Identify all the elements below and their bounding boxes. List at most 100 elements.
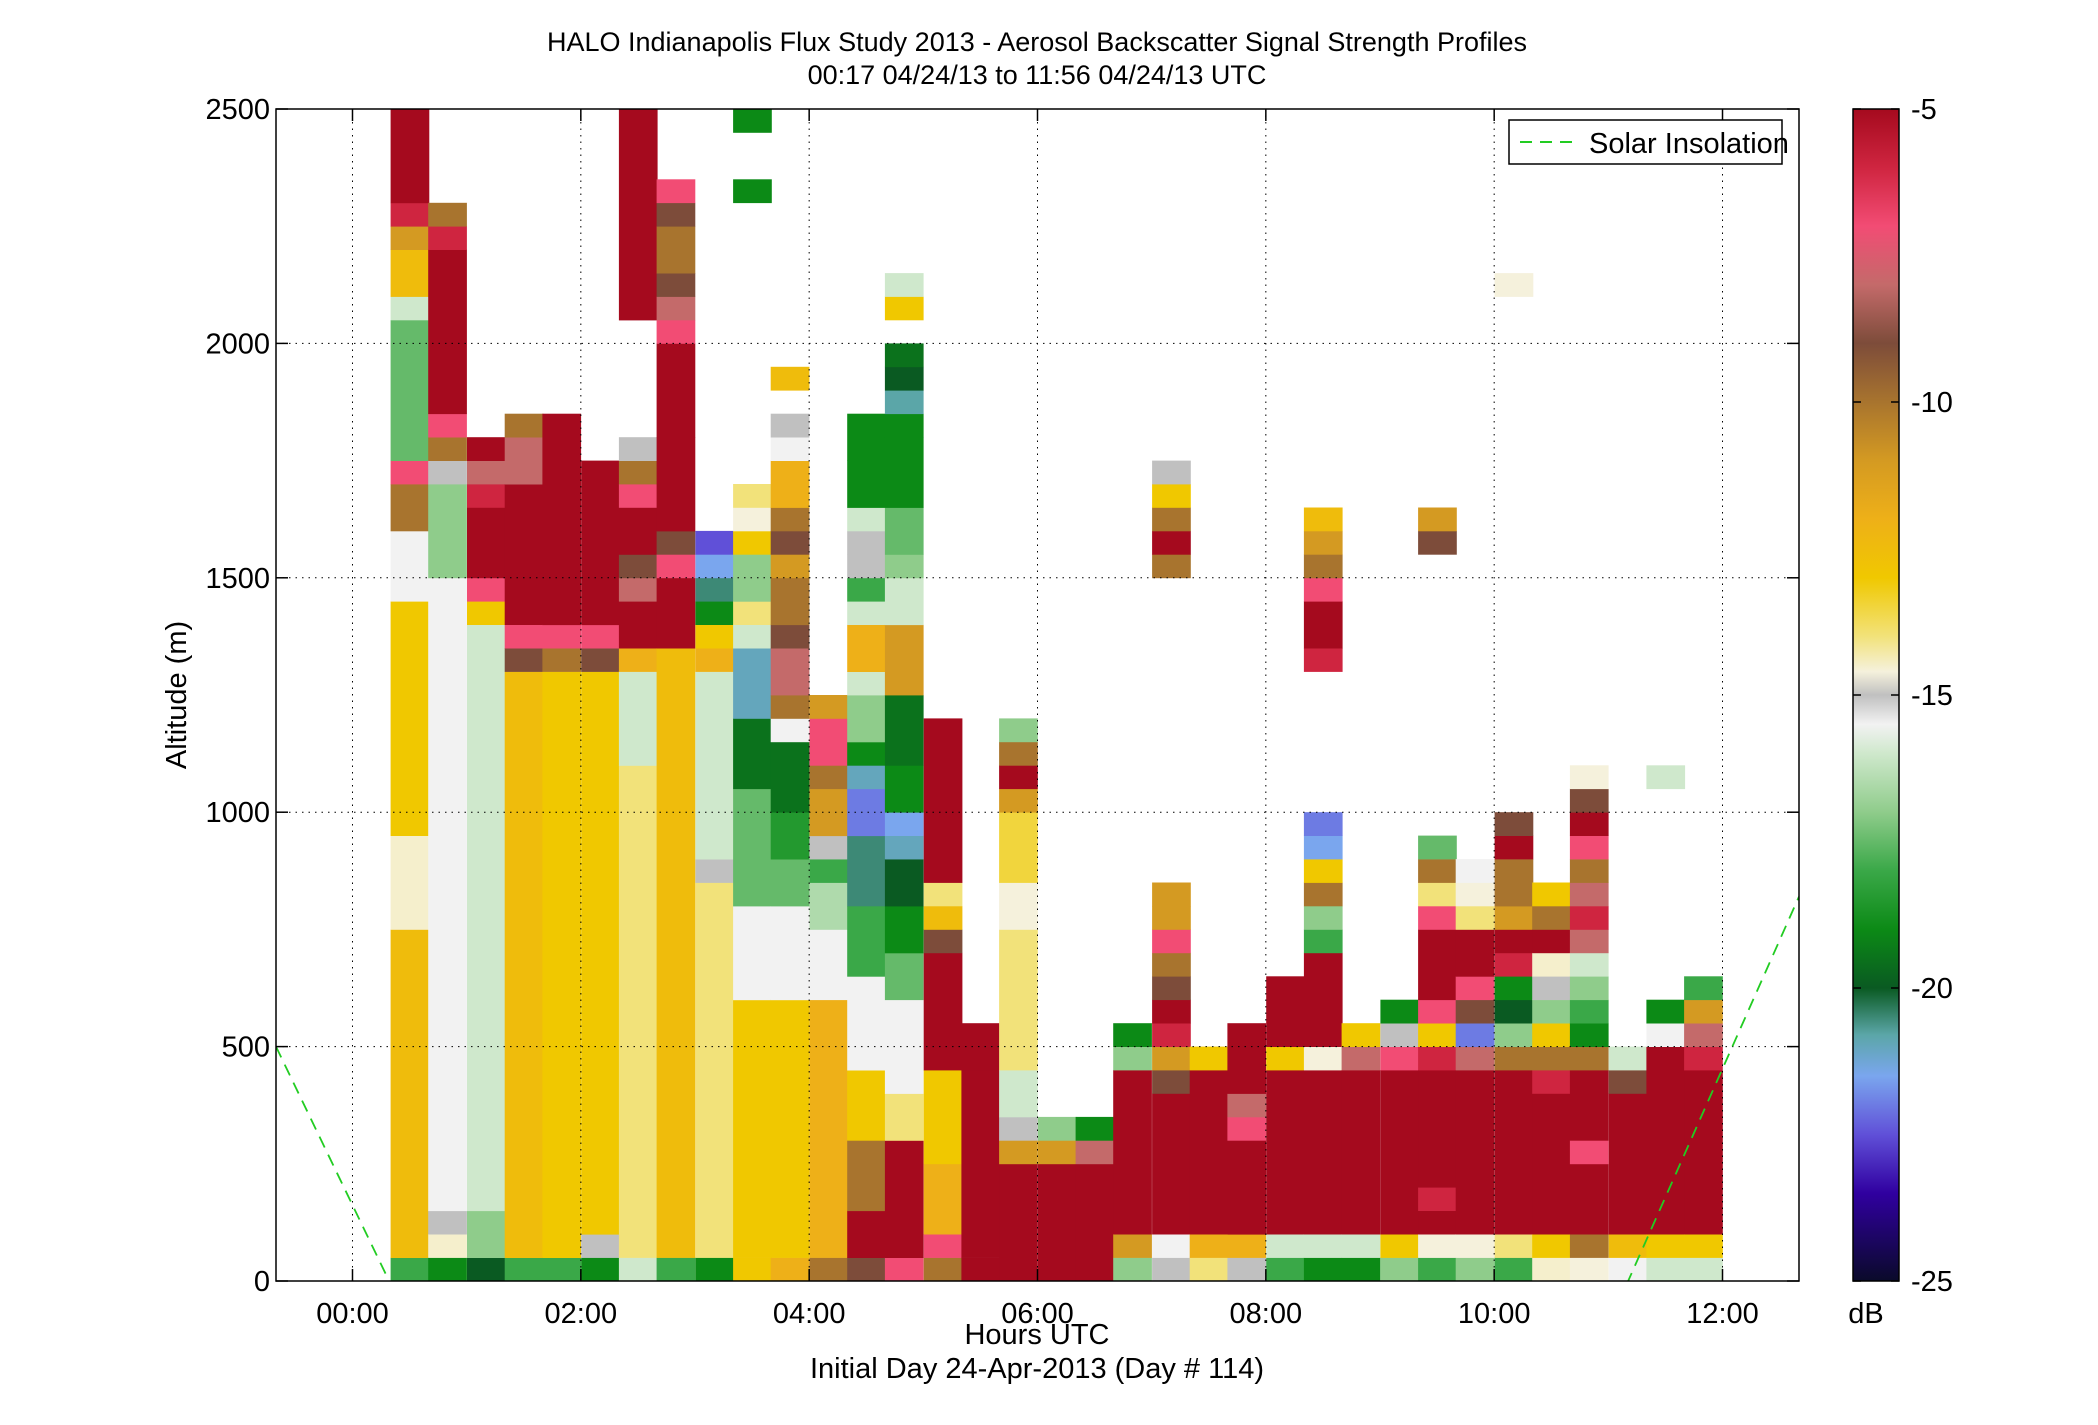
heatmap-cell [1532, 976, 1571, 1001]
x-tick-label: 10:00 [1458, 1298, 1531, 1330]
heatmap-cell [770, 859, 810, 907]
heatmap-cell [1341, 1023, 1381, 1047]
heatmap-cell [1303, 554, 1343, 579]
heatmap-cell [1113, 1257, 1152, 1281]
heatmap-cell [542, 1257, 582, 1281]
legend-solar-label: Solar Insolation [1589, 128, 1789, 160]
heatmap-cell [1418, 882, 1457, 907]
heatmap-cell [1303, 530, 1343, 555]
heatmap-cell [428, 1210, 467, 1235]
heatmap-cell [467, 577, 506, 602]
heatmap-cell [1152, 1046, 1191, 1071]
heatmap-cell [1303, 1046, 1343, 1071]
heatmap-cell [467, 460, 506, 485]
heatmap-cell [884, 296, 924, 321]
heatmap-cell [1532, 1070, 1571, 1094]
heatmap-cells [390, 109, 1723, 1281]
heatmap-cell [1189, 1234, 1229, 1258]
heatmap-cell [1418, 1257, 1457, 1281]
heatmap-cell [1152, 530, 1191, 555]
heatmap-cell [1266, 1257, 1305, 1281]
heatmap-cell [770, 741, 810, 813]
heatmap-cell [1646, 999, 1686, 1024]
heatmap-cell [618, 437, 658, 461]
heatmap-cell [733, 484, 772, 508]
heatmap-cell [1418, 1210, 1457, 1235]
heatmap-cell [809, 1257, 849, 1281]
heatmap-cell [1227, 1257, 1267, 1281]
heatmap-cell [1532, 952, 1571, 977]
heatmap-cell [733, 788, 772, 907]
heatmap-cell [1418, 859, 1457, 883]
heatmap-cell [1608, 1234, 1648, 1258]
heatmap-cell [618, 765, 658, 1258]
heatmap-cell [884, 812, 924, 836]
heatmap-cell [1684, 1234, 1723, 1258]
heatmap-cell [1189, 1046, 1229, 1071]
heatmap-cell [809, 835, 849, 860]
heatmap-cell [695, 859, 735, 883]
heatmap-cell [1266, 1234, 1305, 1258]
heatmap-cell [695, 648, 735, 672]
heatmap-cell [733, 999, 772, 1258]
heatmap-cell [581, 460, 620, 626]
heatmap-cell [809, 859, 849, 883]
heatmap-cell [1266, 1046, 1305, 1071]
heatmap-cell [1152, 1257, 1191, 1281]
chart-title: HALO Indianapolis Flux Study 2013 - Aero… [547, 27, 1527, 57]
heatmap-cell [1569, 1070, 1609, 1141]
heatmap-cell [847, 788, 886, 837]
heatmap-cell [428, 249, 467, 415]
heatmap-cell [695, 577, 735, 602]
heatmap-cell [1227, 1093, 1267, 1118]
heatmap-cell [1494, 976, 1534, 1001]
heatmap-cell [1455, 1234, 1495, 1258]
heatmap-cell [884, 835, 924, 860]
y-tick-label: 0 [254, 1266, 270, 1298]
heatmap-cell [1646, 1257, 1686, 1281]
heatmap-cell [1152, 882, 1191, 907]
heatmap-cell [581, 624, 620, 649]
heatmap-cell [923, 1257, 963, 1281]
heatmap-cell [1341, 1070, 1381, 1235]
heatmap-cell [1494, 835, 1534, 860]
heatmap-cell [1152, 1093, 1191, 1235]
heatmap-cell [695, 624, 735, 649]
heatmap-cell [1266, 976, 1305, 1024]
heatmap-cell [770, 530, 810, 555]
heatmap-cell [770, 413, 810, 438]
heatmap-cell [884, 765, 924, 813]
heatmap-cell [1303, 882, 1343, 907]
heatmap-cell [1569, 1163, 1609, 1235]
heatmap-cell [467, 1210, 506, 1258]
y-tick-label: 500 [222, 1032, 270, 1064]
heatmap-cell [504, 648, 544, 672]
heatmap-cell [1418, 906, 1457, 930]
heatmap-cell [1494, 859, 1534, 907]
heatmap-cell [581, 1234, 620, 1258]
heatmap-cell [1303, 577, 1343, 602]
heatmap-cell [390, 249, 430, 297]
heatmap-cell [884, 999, 924, 1094]
heatmap-cell [770, 460, 810, 508]
heatmap-cell [428, 460, 467, 485]
heatmap-cell [999, 765, 1038, 790]
heatmap-cell [1455, 859, 1495, 883]
heatmap-cell [581, 671, 620, 1235]
heatmap-cell [1418, 999, 1457, 1024]
legend-box [1508, 119, 1783, 165]
heatmap-cell [1418, 1187, 1457, 1211]
heatmap-cell [1569, 1023, 1609, 1047]
heatmap-cell [695, 882, 735, 1258]
heatmap-cell [1418, 507, 1457, 532]
heatmap-cell [770, 366, 810, 391]
heatmap-cell [1532, 906, 1571, 930]
heatmap-cell [656, 1257, 696, 1281]
legend: Solar Insolation [1508, 119, 1789, 165]
heatmap-cell [1532, 999, 1571, 1024]
heatmap-cell [467, 437, 506, 461]
heatmap-cell [656, 577, 696, 649]
heatmap-cell [1608, 1070, 1648, 1094]
solar-insolation-line [276, 896, 1799, 1281]
heatmap-cell [1418, 1070, 1457, 1188]
